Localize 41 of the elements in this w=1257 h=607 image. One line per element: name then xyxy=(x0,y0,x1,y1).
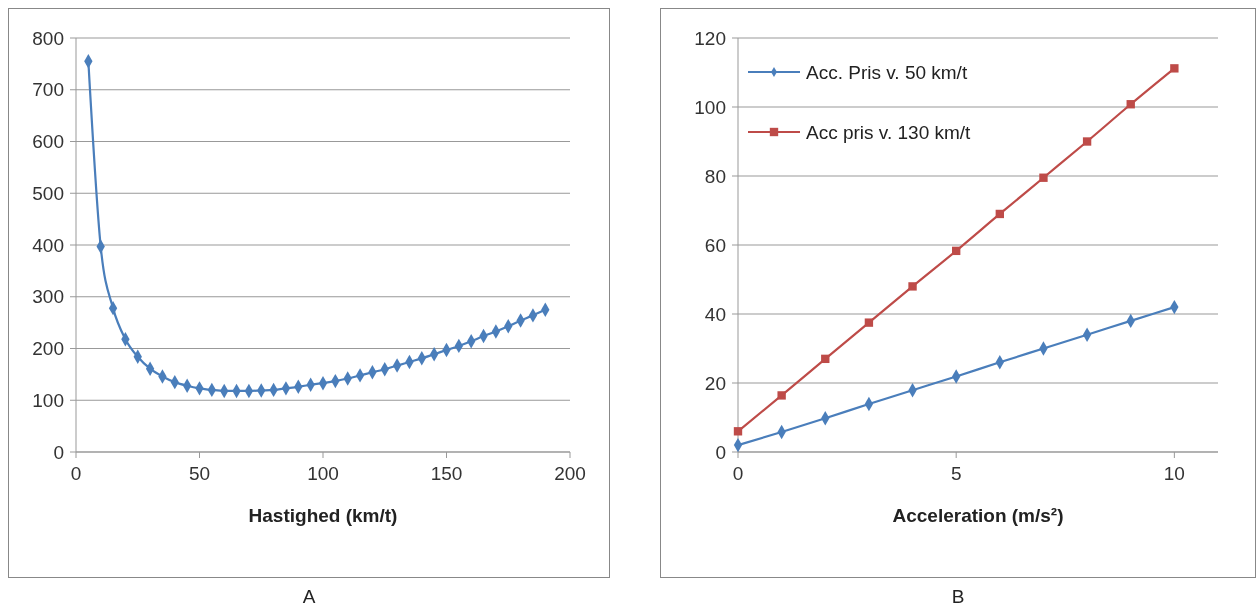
legend-label: Acc pris v. 130 km/t xyxy=(806,121,972,143)
x-tick-label: 50 xyxy=(188,463,211,484)
point xyxy=(908,282,917,291)
point xyxy=(1039,173,1048,182)
point xyxy=(1126,100,1135,109)
y-tick-label: 60 xyxy=(704,234,726,256)
point xyxy=(1082,137,1092,146)
y-tick-label: 100 xyxy=(694,96,726,118)
point xyxy=(864,318,874,327)
y-tick-label: 600 xyxy=(32,131,64,153)
y-tick-label: 400 xyxy=(32,234,64,256)
x-axis-title: Acceleration (m/s²) xyxy=(892,505,1064,526)
point xyxy=(995,209,1004,219)
y-tick-label: 0 xyxy=(715,441,726,463)
x-tick-label: 150 xyxy=(430,463,463,484)
x-tick-label: 0 xyxy=(70,463,82,484)
y-tick-label: 700 xyxy=(32,79,64,101)
x-tick-label: 100 xyxy=(307,463,339,484)
point xyxy=(821,354,830,364)
point xyxy=(777,391,786,400)
x-tick-label: 200 xyxy=(554,463,586,484)
y-tick-label: 120 xyxy=(694,27,726,49)
y-tick-label: 80 xyxy=(704,165,726,187)
x-tick-label: 5 xyxy=(950,463,962,484)
y-tick-label: 20 xyxy=(704,372,726,394)
point xyxy=(952,246,961,256)
y-tick-label: 300 xyxy=(32,286,64,308)
x-tick-label: 0 xyxy=(732,463,744,484)
point xyxy=(733,427,743,436)
y-tick-label: 500 xyxy=(32,182,64,204)
x-axis-title: Hastighed (km/t) xyxy=(248,505,398,526)
text: B xyxy=(951,586,965,607)
y-tick-label: 100 xyxy=(32,389,64,411)
y-tick-label: 200 xyxy=(32,338,64,360)
text: A xyxy=(302,586,316,607)
y-tick-label: 0 xyxy=(53,441,64,463)
legend-label: Acc. Pris v. 50 km/t xyxy=(806,61,968,83)
y-tick-label: 800 xyxy=(32,27,64,49)
x-tick-label: 10 xyxy=(1163,463,1185,484)
point xyxy=(1170,64,1179,73)
y-tick-label: 40 xyxy=(704,303,726,325)
